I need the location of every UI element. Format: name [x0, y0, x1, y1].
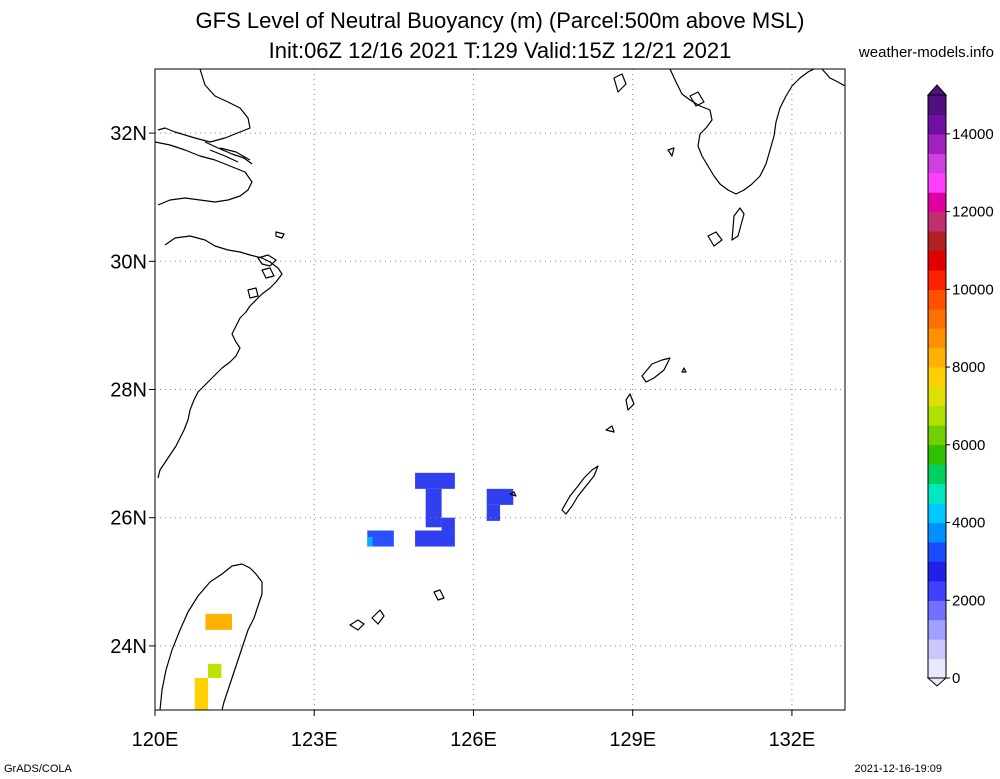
colorbar-swatch — [928, 172, 946, 193]
lon-tick-label: 120E — [132, 729, 179, 751]
lnb-patch — [415, 472, 455, 489]
colorbar-label: 10000 — [952, 281, 994, 298]
lon-tick-label: 132E — [769, 729, 816, 751]
lnb-patch — [367, 530, 394, 547]
colorbar-swatch — [928, 250, 946, 271]
colorbar-swatch — [928, 444, 946, 465]
colorbar-label: 2000 — [952, 592, 985, 609]
colorbar-swatch — [928, 464, 946, 485]
colorbar-swatch — [928, 425, 946, 446]
colorbar-swatch — [928, 347, 946, 368]
colorbar-swatch — [928, 211, 946, 232]
credit-label: GrADS/COLA — [4, 763, 72, 775]
colorbar-swatch — [928, 639, 946, 660]
colorbar-swatch — [928, 308, 946, 329]
colorbar-swatch — [928, 522, 946, 543]
lnb-patches-layer — [194, 472, 514, 710]
lnb-patch — [425, 488, 442, 528]
colorbar-swatch — [928, 619, 946, 640]
china-coastline — [155, 69, 283, 479]
colorbar-swatch — [928, 114, 946, 135]
lnb-patch — [415, 530, 455, 547]
lat-tick-label: 32N — [110, 123, 147, 145]
colorbar-label: 6000 — [952, 437, 985, 454]
colorbar-swatch — [928, 192, 946, 213]
colorbar-swatch — [928, 386, 946, 407]
latitude-axis: 24N 26N 28N 30N 32N — [110, 123, 155, 658]
lnb-patch — [486, 504, 500, 521]
colorbar-swatch — [928, 153, 946, 174]
graticule — [155, 69, 845, 710]
colorbar-label: 12000 — [952, 204, 994, 221]
colorbar-swatch — [928, 600, 946, 621]
colorbar-max-arrow — [926, 84, 948, 96]
colorbar-swatch — [928, 658, 946, 679]
lon-tick-label: 129E — [609, 729, 656, 751]
yangtze-estuary — [204, 141, 253, 165]
ryukyu-islands — [349, 357, 687, 631]
lnb-patch — [194, 677, 209, 710]
colorbar-swatch — [928, 95, 946, 115]
colorbar-swatch — [928, 561, 946, 582]
map-title-line1: GFS Level of Neutral Buoyancy (m) (Parce… — [195, 8, 805, 33]
map-title-line2: Init:06Z 12/16 2021 T:129 Valid:15Z 12/2… — [268, 38, 732, 63]
lnb-patch — [208, 663, 222, 678]
lat-tick-label: 26N — [110, 508, 147, 530]
colorbar-frame — [927, 94, 947, 679]
colorbar-swatch — [928, 328, 946, 349]
colorbar: 0 2000 4000 6000 8000 10000 12000 14000 — [926, 84, 994, 687]
colorbar-swatch — [928, 483, 946, 504]
kyushu-offshore-islands — [613, 73, 745, 247]
lnb-patch — [205, 613, 232, 630]
colorbar-swatch — [928, 269, 946, 290]
lat-tick-label: 28N — [110, 380, 147, 402]
colorbar-swatch — [928, 133, 946, 154]
zhoushan-islands — [247, 231, 285, 299]
colorbar-label: 4000 — [952, 515, 985, 532]
colorbar-swatch — [928, 503, 946, 524]
timestamp-label: 2021-12-16-19:09 — [854, 763, 942, 775]
site-watermark: weather-models.info — [858, 44, 994, 61]
colorbar-swatch — [928, 289, 946, 310]
colorbar-swatch — [928, 367, 946, 387]
lon-tick-label: 123E — [291, 729, 338, 751]
colorbar-swatch — [928, 405, 946, 426]
lnb-patch — [486, 488, 514, 505]
colorbar-swatch — [928, 231, 946, 251]
colorbar-swatch — [928, 580, 946, 601]
colorbar-label: 8000 — [952, 359, 985, 376]
lnb-patch — [367, 536, 373, 547]
lnb-patch — [441, 517, 455, 531]
lat-tick-label: 24N — [110, 636, 147, 658]
longitude-axis: 120E 123E 126E 129E 132E — [132, 710, 816, 751]
lon-tick-label: 126E — [450, 729, 497, 751]
kyushu-coastline — [669, 69, 845, 195]
colorbar-swatch — [928, 541, 946, 562]
taiwan-coastline — [159, 563, 263, 710]
colorbar-label: 0 — [952, 670, 960, 687]
colorbar-min-arrow — [926, 677, 948, 687]
colorbar-label: 14000 — [952, 126, 994, 143]
lat-tick-label: 30N — [110, 251, 147, 273]
